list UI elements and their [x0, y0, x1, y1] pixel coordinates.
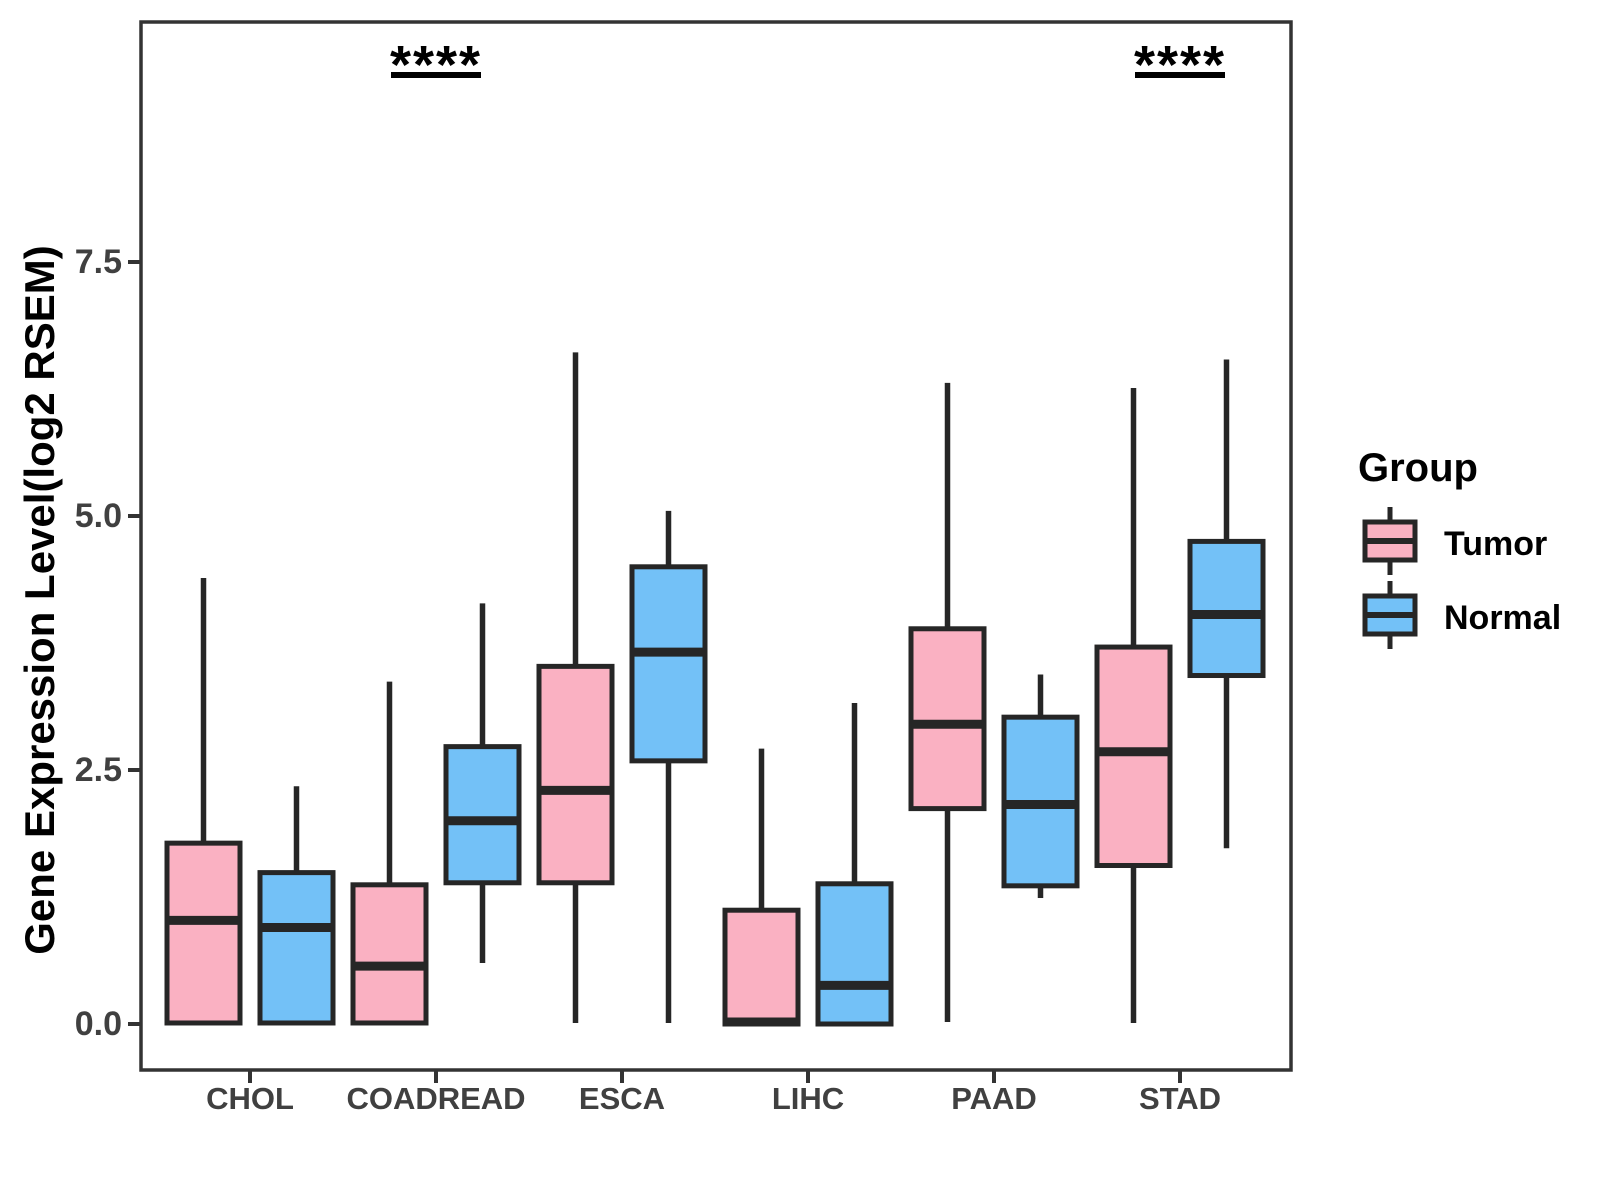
- panel-border: [139, 20, 1293, 1072]
- box-Tumor-STAD-iqr: [1094, 644, 1173, 869]
- legend-label-tumor: Tumor: [1444, 525, 1548, 563]
- legend: Group Tumor Normal: [1356, 446, 1600, 653]
- y-tick-label-75: 7.5: [74, 243, 122, 281]
- y-tick-label-25: 2.5: [74, 751, 122, 789]
- box-Tumor-COADREAD-iqr: [350, 882, 429, 1026]
- legend-item-tumor: Tumor: [1356, 505, 1600, 577]
- significance-coadread: ****: [389, 35, 483, 95]
- y-axis-title: Gene Expression Level(log2 RSEM): [16, 245, 63, 955]
- legend-label-normal: Normal: [1444, 599, 1562, 637]
- box-Normal-LIHC-iqr: [815, 881, 894, 1027]
- box-Normal-CHOL-iqr: [257, 870, 336, 1026]
- x-label-paad: PAAD: [951, 1081, 1037, 1116]
- significance-stad: ****: [1133, 35, 1227, 95]
- y-tick-label-0: 0.0: [74, 1005, 122, 1043]
- box-Tumor-PAAD-iqr: [908, 626, 987, 812]
- legend-item-normal: Normal: [1356, 579, 1600, 651]
- x-label-esca: ESCA: [578, 1081, 666, 1116]
- box-Normal-COADREAD-iqr: [443, 744, 522, 886]
- normal-boxplot-icon: [1362, 581, 1418, 649]
- box-Tumor-ESCA-iqr: [536, 663, 615, 886]
- box-Normal-ESCA-iqr: [629, 564, 708, 764]
- x-label-lihc: LIHC: [771, 1081, 845, 1116]
- box-Tumor-LIHC-iqr: [722, 907, 801, 1027]
- x-label-chol: CHOL: [206, 1081, 294, 1116]
- legend-title: Group: [1358, 446, 1478, 490]
- box-Tumor-CHOL-iqr: [164, 840, 243, 1026]
- box-Normal-STAD-iqr: [1187, 538, 1266, 679]
- y-tick-label-50: 5.0: [74, 497, 122, 535]
- tumor-boxplot-icon: [1362, 507, 1418, 575]
- x-label-stad: STAD: [1138, 1081, 1222, 1116]
- x-label-coadread: COADREAD: [346, 1081, 526, 1116]
